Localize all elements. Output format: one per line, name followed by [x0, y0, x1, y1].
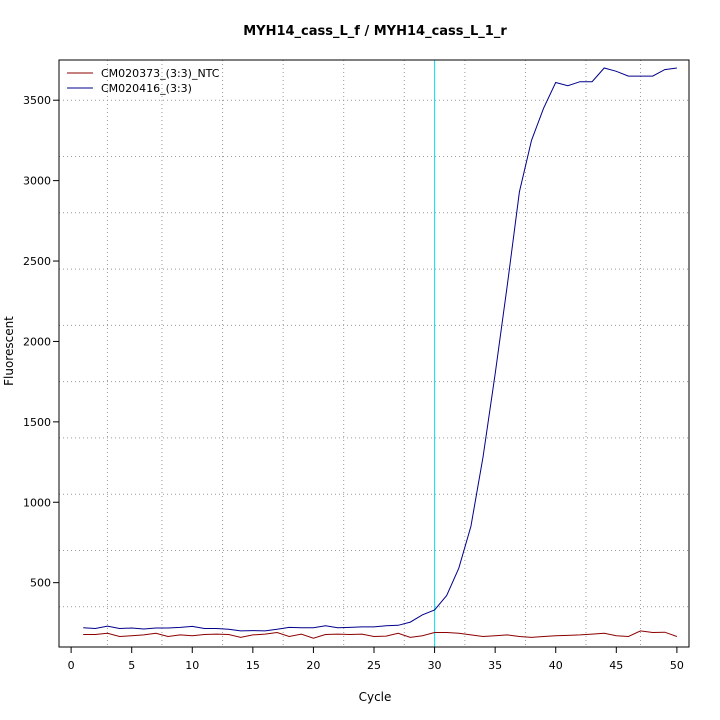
y-tick-label: 3000 [23, 175, 51, 188]
x-tick-label: 0 [68, 659, 75, 672]
y-axis-title: Fluorescent [2, 316, 16, 386]
x-tick-label: 25 [367, 659, 381, 672]
x-axis-title: Cycle [359, 690, 392, 704]
x-axis: 0 5 10 15 20 25 30 35 40 45 50 [68, 647, 684, 672]
x-tick-label: 50 [670, 659, 684, 672]
legend: CM020373_(3:3)_NTC CM020416_(3:3) [67, 67, 220, 95]
legend-label: CM020373_(3:3)_NTC [101, 67, 220, 80]
y-axis: 500 1000 1500 2000 2500 3000 3500 [23, 94, 59, 590]
y-tick-label: 1000 [23, 496, 51, 509]
x-tick-label: 15 [246, 659, 260, 672]
legend-label: CM020416_(3:3) [101, 82, 192, 95]
chart-title: MYH14_cass_L_f / MYH14_cass_L_1_r [243, 24, 507, 39]
y-tick-label: 500 [30, 577, 51, 590]
x-tick-label: 30 [428, 659, 442, 672]
series-lines [83, 67, 678, 639]
y-tick-label: 1500 [23, 416, 51, 429]
x-tick-label: 45 [609, 659, 623, 672]
y-tick-label: 2500 [23, 255, 51, 268]
y-tick-label: 3500 [23, 94, 51, 107]
x-tick-label: 20 [306, 659, 320, 672]
grid-lines [59, 60, 689, 647]
series-line-1 [83, 630, 678, 639]
y-tick-label: 2000 [23, 335, 51, 348]
x-tick-label: 10 [185, 659, 199, 672]
series-line-2 [83, 67, 677, 632]
x-tick-label: 40 [549, 659, 563, 672]
x-tick-label: 35 [488, 659, 502, 672]
x-tick-label: 5 [128, 659, 135, 672]
